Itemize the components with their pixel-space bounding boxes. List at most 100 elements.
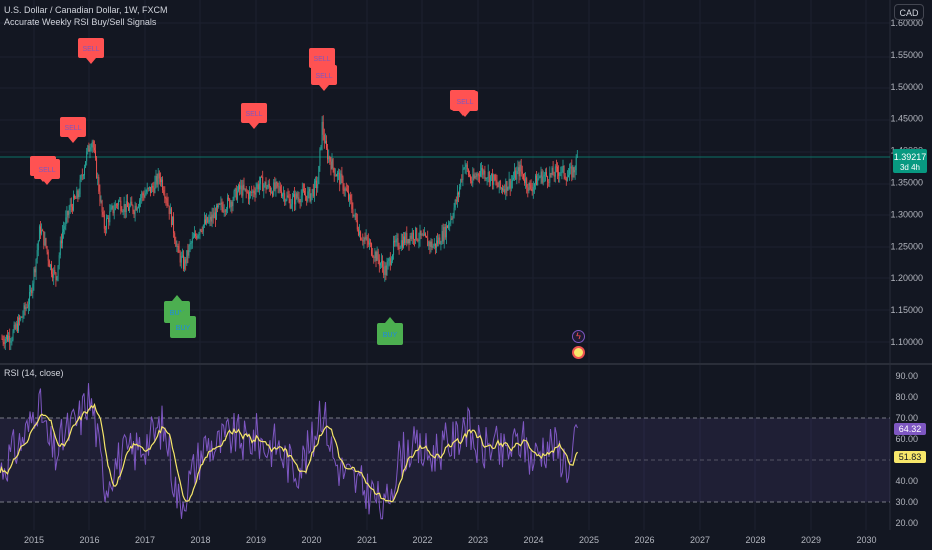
- candle-body: [558, 171, 560, 176]
- candle-body: [450, 218, 452, 224]
- candle-body: [140, 198, 142, 201]
- earnings-icon[interactable]: [572, 346, 585, 359]
- candle-body: [425, 233, 426, 237]
- symbol-title[interactable]: U.S. Dollar / Canadian Dollar, 1W, FXCM: [4, 5, 168, 15]
- candle-body: [429, 241, 431, 247]
- lightning-icon[interactable]: ϟ: [572, 330, 585, 343]
- candle-body: [27, 304, 29, 308]
- candle-body: [224, 210, 226, 212]
- candle-body: [146, 188, 148, 193]
- candle-body: [549, 173, 551, 183]
- candle-body: [172, 216, 173, 225]
- time-tick-label: 2017: [135, 535, 155, 545]
- candle-body: [560, 172, 562, 174]
- candle-body: [322, 121, 324, 135]
- candle-body: [295, 193, 297, 205]
- candle-body: [527, 187, 529, 192]
- price-axis[interactable]: 1.600001.550001.500001.450001.400001.350…: [890, 18, 923, 347]
- candle-body: [463, 168, 465, 170]
- candle-body: [264, 182, 266, 186]
- candle-body: [520, 164, 522, 172]
- candle-body: [214, 212, 216, 220]
- candle-body: [4, 339, 6, 345]
- candle-body: [444, 227, 446, 238]
- candle-body: [103, 214, 105, 229]
- candle-body: [218, 203, 220, 208]
- candle-body: [555, 166, 557, 168]
- candle-body: [445, 225, 447, 238]
- candle-body: [169, 208, 171, 215]
- candle-body: [554, 166, 556, 177]
- candle-body: [14, 324, 16, 329]
- candle-body: [170, 208, 172, 225]
- candle-body: [321, 121, 323, 145]
- indicator-title[interactable]: Accurate Weekly RSI Buy/Sell Signals: [4, 17, 157, 27]
- candle-body: [478, 175, 480, 177]
- candle-body: [496, 180, 498, 186]
- candle-body: [22, 315, 24, 318]
- candle-body: [387, 260, 389, 265]
- candle-body: [196, 236, 198, 239]
- candle-body: [118, 201, 120, 206]
- candle-body: [142, 193, 144, 196]
- candle-body: [107, 217, 109, 219]
- candle-body: [262, 176, 264, 192]
- candle-body: [517, 167, 519, 172]
- rsi-tick-label: 60.00: [895, 434, 918, 444]
- time-axis[interactable]: 2015 2016 2017 2018 2019 2020 2021 2022 2023 2024…: [24, 535, 877, 545]
- sell-label: SELL: [456, 99, 473, 106]
- candle-body: [366, 236, 368, 241]
- candle-body: [195, 233, 197, 237]
- candle-body: [505, 181, 507, 193]
- candle-body: [447, 225, 448, 228]
- candle-body: [317, 184, 319, 189]
- candle-body: [2, 338, 4, 343]
- candle-body: [569, 168, 571, 176]
- candle-body: [163, 190, 165, 194]
- candle-body: [563, 165, 565, 177]
- candle-body: [225, 209, 227, 212]
- candle-body: [86, 151, 88, 162]
- candle-body: [84, 167, 85, 176]
- price-tick-label: 1.25000: [890, 241, 923, 251]
- candle-body: [455, 199, 457, 202]
- candle-body: [350, 194, 352, 201]
- candle-body: [346, 190, 348, 192]
- candle-body: [85, 161, 87, 168]
- candle-body: [364, 238, 366, 240]
- candle-body: [93, 147, 95, 151]
- candle-body: [67, 211, 69, 216]
- sell-marker: [241, 103, 267, 123]
- sell-marker: [60, 117, 86, 137]
- candle-body: [230, 202, 232, 208]
- candle-body: [300, 195, 302, 203]
- candle-body: [56, 276, 58, 280]
- candle-body: [106, 218, 107, 230]
- candle-body: [355, 213, 357, 221]
- candle-body: [155, 175, 157, 182]
- candle-body: [408, 239, 410, 244]
- candle-body: [459, 186, 461, 195]
- candle-body: [324, 140, 326, 144]
- candle-body: [573, 167, 575, 173]
- candle-body: [18, 317, 19, 332]
- candle-body: [462, 168, 464, 180]
- candle-body: [152, 185, 154, 188]
- candle-body: [156, 175, 158, 185]
- candle-body: [154, 181, 156, 193]
- rsi-title[interactable]: RSI (14, close): [4, 368, 64, 378]
- time-tick-label: 2022: [412, 535, 432, 545]
- candle-body: [187, 250, 189, 256]
- time-tick-label: 2027: [690, 535, 710, 545]
- candle-body: [239, 184, 241, 190]
- candle-body: [452, 216, 454, 219]
- candle-body: [329, 156, 331, 162]
- currency-button[interactable]: CAD: [894, 4, 924, 20]
- sell-marker-pointer: [68, 137, 78, 143]
- candle-body: [404, 236, 406, 243]
- candle-body: [145, 192, 147, 194]
- candle-body: [550, 173, 552, 175]
- candle-body: [147, 188, 149, 189]
